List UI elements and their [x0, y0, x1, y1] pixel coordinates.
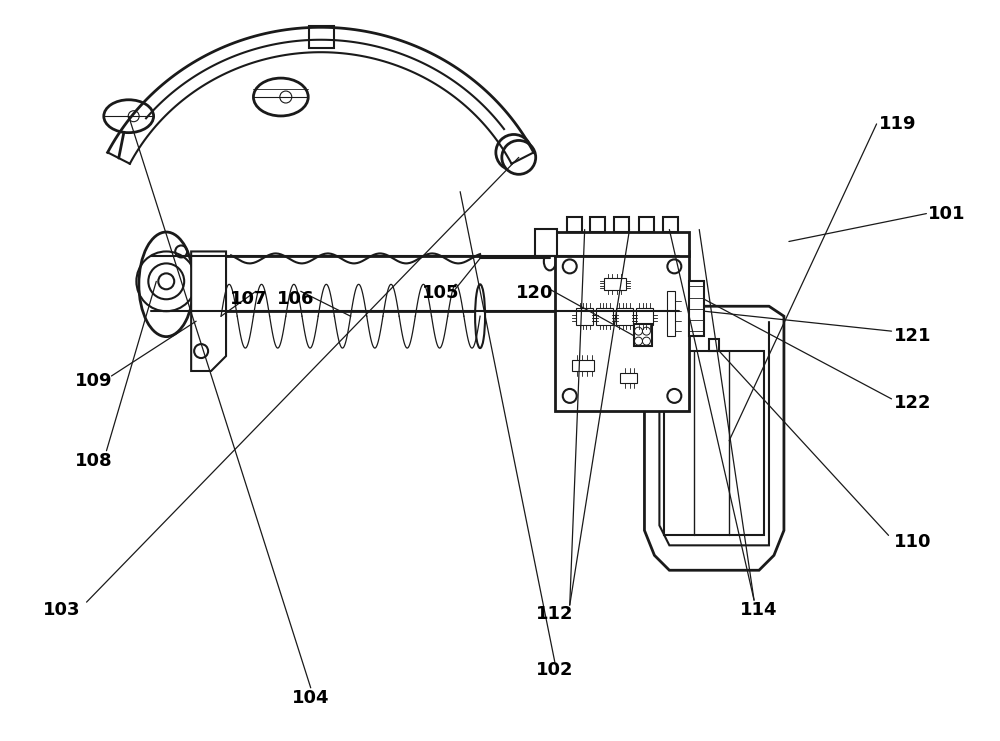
Ellipse shape — [253, 78, 308, 116]
Bar — [604, 279, 626, 290]
Text: 112: 112 — [536, 605, 574, 623]
Text: 109: 109 — [75, 372, 112, 390]
Ellipse shape — [475, 285, 485, 348]
Bar — [679, 339, 689, 351]
Text: 119: 119 — [879, 115, 916, 133]
Text: 106: 106 — [277, 290, 315, 308]
Bar — [576, 308, 593, 325]
Bar — [639, 216, 654, 231]
Bar — [616, 308, 633, 325]
Text: 104: 104 — [292, 689, 329, 707]
Ellipse shape — [104, 100, 154, 133]
Ellipse shape — [139, 232, 194, 336]
Ellipse shape — [544, 253, 556, 270]
Bar — [620, 373, 637, 383]
Bar — [151, 256, 679, 311]
Text: 103: 103 — [43, 601, 80, 619]
Bar — [555, 231, 689, 256]
Text: 105: 105 — [421, 285, 459, 302]
Circle shape — [496, 134, 532, 170]
Text: 122: 122 — [894, 394, 931, 412]
Bar — [636, 308, 653, 325]
Bar — [664, 351, 764, 536]
Circle shape — [502, 141, 536, 174]
Ellipse shape — [216, 285, 226, 348]
Bar — [596, 308, 613, 325]
Bar — [634, 324, 652, 346]
Polygon shape — [191, 251, 226, 371]
Text: 121: 121 — [894, 327, 931, 345]
Bar — [590, 216, 605, 231]
Polygon shape — [644, 306, 784, 571]
Bar — [572, 360, 594, 371]
Text: 120: 120 — [516, 285, 554, 302]
Text: 110: 110 — [894, 534, 931, 551]
Bar — [309, 26, 334, 47]
Bar — [567, 216, 582, 231]
Bar — [663, 216, 678, 231]
Text: 108: 108 — [75, 452, 112, 470]
Bar — [709, 339, 719, 351]
Text: 107: 107 — [230, 290, 268, 308]
Bar — [555, 251, 689, 411]
Bar — [535, 228, 557, 256]
Bar — [614, 216, 629, 231]
Text: 114: 114 — [740, 601, 778, 619]
Text: 102: 102 — [536, 661, 574, 679]
Text: 101: 101 — [928, 205, 966, 222]
Bar — [689, 282, 704, 336]
Bar — [667, 291, 675, 336]
